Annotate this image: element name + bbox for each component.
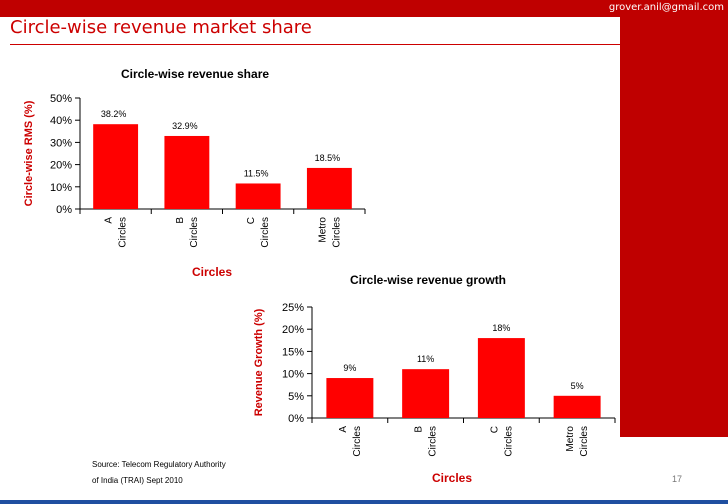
- share-bar: [93, 124, 139, 209]
- page-title: Circle-wise revenue market share: [10, 17, 312, 38]
- growth-ytick-label: 10%: [282, 369, 304, 381]
- email-bar-fill: [0, 0, 728, 17]
- growth-ytick-label: 0%: [288, 413, 304, 425]
- growth-ylabel: Revenue Growth (%): [253, 308, 265, 416]
- share-ylabel: Circle-wise RMS (%): [23, 100, 35, 206]
- share-bar: [235, 183, 281, 209]
- growth-category-label: Metro Circles: [565, 426, 590, 457]
- growth-xlabel: Circles: [432, 471, 472, 485]
- title-underline: [10, 44, 620, 45]
- growth-category-label-line: Circles: [352, 426, 363, 457]
- growth-category-label-line: C: [489, 426, 500, 433]
- share-xlabel: Circles: [192, 265, 232, 279]
- growth-ytick-label: 25%: [282, 302, 304, 314]
- share-category-label-line: B: [175, 217, 186, 224]
- growth-category-label-line: Circles: [428, 426, 439, 457]
- share-category-label-line: A: [104, 217, 115, 224]
- share-data-label: 18.5%: [315, 153, 341, 163]
- growth-ytick-label: 15%: [282, 346, 304, 358]
- growth-category-label-line: A: [338, 426, 349, 433]
- share-title: Circle-wise revenue share: [121, 67, 269, 81]
- growth-category-label-line: Metro: [565, 426, 576, 452]
- share-ytick-label: 0%: [56, 204, 72, 216]
- growth-data-label: 5%: [571, 381, 584, 391]
- share-category-label: Metro Circles: [317, 217, 342, 248]
- growth-category-label: B Circles: [414, 426, 439, 457]
- growth-category-label: C Circles: [489, 426, 514, 457]
- share-bar: [164, 135, 210, 209]
- email-bar: grover.anil@gmail.com: [0, 0, 728, 17]
- growth-ytick-label: 5%: [288, 391, 304, 403]
- growth-bar: [553, 395, 601, 418]
- growth-data-label: 18%: [492, 323, 510, 333]
- share-data-label: 38.2%: [101, 109, 127, 119]
- page-number: 17: [672, 474, 683, 484]
- share-category-label-line: Circles: [260, 217, 271, 248]
- share-ytick-label: 30%: [50, 137, 72, 149]
- share-category-label: A Circles: [104, 217, 129, 248]
- growth-category-label-line: B: [414, 426, 425, 433]
- growth-category-label-line: Circles: [579, 426, 590, 457]
- share-category-label: C Circles: [246, 217, 271, 248]
- growth-ytick-label: 20%: [282, 324, 304, 336]
- source-line-1: Source: Telecom Regulatory Authority: [92, 460, 226, 469]
- share-ytick-label: 40%: [50, 115, 72, 127]
- share-category-label-line: Circles: [331, 217, 342, 248]
- footer-line: [0, 500, 728, 504]
- decorative-red-band: [620, 17, 728, 437]
- author-email: grover.anil@gmail.com: [608, 2, 724, 13]
- share-bar: [306, 167, 352, 209]
- share-ytick-label: 50%: [50, 93, 72, 105]
- share-category-label-line: Circles: [118, 217, 129, 248]
- growth-bar: [326, 378, 374, 418]
- share-category-label: B Circles: [175, 217, 200, 248]
- source-line-2: of India (TRAI) Sept 2010: [92, 476, 183, 485]
- growth-data-label: 11%: [417, 354, 434, 364]
- growth-category-label: A Circles: [338, 426, 363, 457]
- share-data-label: 32.9%: [172, 121, 198, 131]
- growth-bar: [477, 338, 525, 418]
- growth-bar: [402, 369, 450, 418]
- share-category-label-line: C: [246, 217, 257, 224]
- growth-title: Circle-wise revenue growth: [350, 273, 506, 287]
- growth-data-label: 9%: [343, 363, 356, 373]
- share-data-label: 11.5%: [244, 168, 269, 178]
- share-ytick-label: 10%: [50, 182, 72, 194]
- share-category-label-line: Circles: [189, 217, 200, 248]
- growth-category-label-line: Circles: [503, 426, 514, 457]
- share-category-label-line: Metro: [317, 217, 328, 243]
- share-ytick-label: 20%: [50, 160, 72, 172]
